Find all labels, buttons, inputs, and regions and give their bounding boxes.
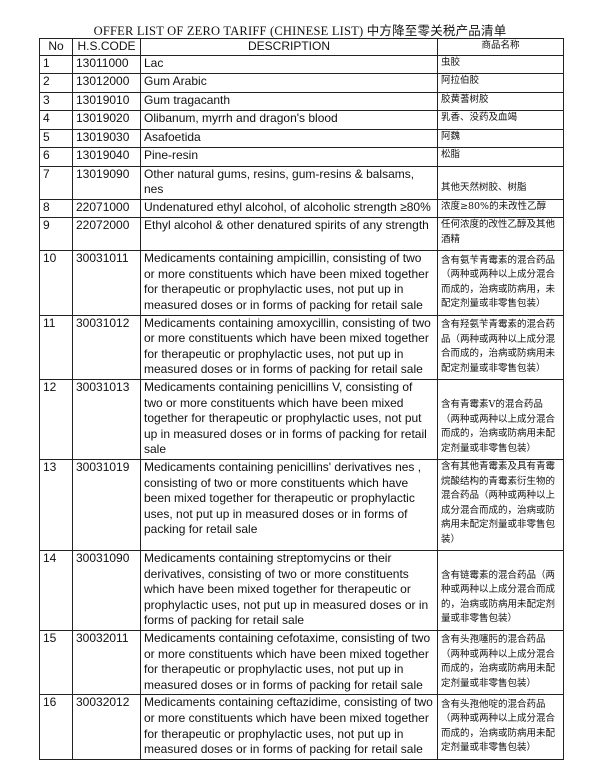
chinese-name: 任何浓度的改性乙醇及其他酒精 [437,217,564,252]
description: Lac [140,54,438,75]
hs-code: 13012000 [72,73,141,93]
description: Ethyl alcohol & other denatured spirits … [140,217,438,252]
description: Medicaments containing ampicillin, consi… [140,250,438,316]
table-row: 7 13019090 Other natural gums, resins, gum… [39,165,564,200]
table-row: 14 30031090 Medicaments containing strepto… [39,550,564,631]
row-number: 11 [39,314,73,381]
description: Olibanum, myrrh and dragon's blood [140,110,438,130]
chinese-name: 含有青霉素V的混合药品（两种或两种以上成分混合而成的，治病或防病用未配定剂量或非… [437,379,564,460]
chinese-name: 含有头孢他啶的混合药品（两种或两种以上成分混合而成的，治病或防病用未配定剂量或非… [437,694,564,760]
page: Offer list {"header":{"title":"OFFER LIS… [39,24,564,760]
hs-code: 13011000 [72,54,141,75]
hs-code: 30031013 [72,379,141,460]
hs-code: 13019020 [72,110,141,130]
table-row: 1 13011000 Lac 虫胶 [39,54,564,75]
row-number: 6 [39,147,73,167]
row-number: 2 [39,73,73,93]
table-row: 2 13012000 Gum Arabic 阿拉伯胶 [39,73,564,93]
hs-code: 30031019 [72,459,141,551]
table-row: 9 22072000 Ethyl alcohol & other denatured… [39,217,564,252]
row-number: 15 [39,629,73,696]
hs-code: 13019090 [72,165,141,200]
row-number: 5 [39,128,73,149]
table-row: 10 30031011 Medicaments containing ampicil… [39,250,564,316]
hs-code: 30032011 [72,629,141,696]
chinese-name: 阿拉伯胶 [437,73,564,93]
description: Medicaments containing amoxycillin, cons… [140,314,438,381]
hs-code: 30031090 [72,550,141,631]
table-row: 5 13019030 Asafoetida 阿魏 [39,128,564,149]
table-row: 16 30032012 Medicaments containing ceftazi… [39,694,564,760]
hs-code: 13019040 [72,147,141,167]
chinese-name: 浓度≥80%的未改性乙醇 [437,198,564,219]
row-number: 7 [39,165,73,200]
chinese-name: 含有氨苄青霉素的混合药品（两种或两种以上成分混合而成的，治病或防病用，未配定剂量… [437,250,564,316]
description: Pine-resin [140,147,438,167]
table-row: 6 13019040 Pine-resin 松脂 [39,147,564,167]
chinese-name: 胶黄蓍树胶 [437,91,564,112]
table-row: 8 22071000 Undenatured ethyl alcohol, of a… [39,198,564,219]
row-number: 4 [39,110,73,130]
column-header: No [39,38,73,56]
table-row: 15 30032011 Medicaments containing cefotax… [39,629,564,696]
hs-code: 13019010 [72,91,141,112]
row-number: 16 [39,694,73,760]
row-number: 13 [39,459,73,551]
description: Medicaments containing cefotaxime, consi… [140,629,438,696]
hs-code: 22071000 [72,198,141,219]
description: Medicaments containing penicillins' deri… [140,459,438,551]
row-number: 8 [39,198,73,219]
hs-code: 30031011 [72,250,141,316]
chinese-name: 松脂 [437,147,564,167]
table-row: 4 13019020 Olibanum, myrrh and dragon's bl… [39,110,564,130]
column-header: H.S.CODE [72,38,141,56]
table-row: 3 13019010 Gum tragacanth 胶黄蓍树胶 [39,91,564,112]
row-number: 3 [39,91,73,112]
chinese-name: 虫胶 [437,54,564,75]
description: Gum Arabic [140,73,438,93]
description: Other natural gums, resins, gum-resins &… [140,165,438,200]
description: Medicaments containing streptomycins or … [140,550,438,631]
column-header: DESCRIPTION [140,38,438,56]
description: Medicaments containing penicillins V, co… [140,379,438,460]
column-header: 商品名称 [437,38,564,56]
hs-code: 30031012 [72,314,141,381]
header-row: No H.S.CODE DESCRIPTION 商品名称 [39,38,564,56]
row-number: 10 [39,250,73,316]
tariff-table: No H.S.CODE DESCRIPTION 商品名称 1 13011000 Lac 虫胶… [39,38,564,760]
row-number: 14 [39,550,73,631]
description: Asafoetida [140,128,438,149]
description: Undenatured ethyl alcohol, of alcoholic … [140,198,438,219]
hs-code: 13019030 [72,128,141,149]
chinese-name: 其他天然树胶、树脂 [437,165,564,200]
hs-code: 30032012 [72,694,141,760]
hs-code: 22072000 [72,217,141,252]
table-row: 12 30031013 Medicaments containing penicil… [39,379,564,460]
chinese-name: 含有其他青霉素及具有青霉烷酸结构的青霉素衍生物的混合药品（两种或两种以上成分混合… [437,459,564,551]
chinese-name: 乳香、没药及血竭 [437,110,564,130]
table-row: 13 30031019 Medicaments containing penicil… [39,459,564,551]
table-row: 11 30031012 Medicaments containing amoxyci… [39,314,564,381]
chinese-name: 含有羟氨苄青霉素的混合药品（两种或两种以上成分混合而成的，治病或防病用未配定剂量… [437,314,564,381]
row-number: 9 [39,217,73,252]
title: OFFER LIST OF ZERO TARIFF (CHINESE LIST)… [93,24,507,38]
chinese-name: 含有头孢噻肟的混合药品（两种或两种以上成分混合而成的，治病或防病用未配定剂量或非… [437,629,564,696]
row-number: 1 [39,54,73,75]
chinese-name: 含有链霉素的混合药品（两种或两种以上成分混合而成的，治病或防病用未配定剂量或非零… [437,550,564,631]
description: Gum tragacanth [140,91,438,112]
description: Medicaments containing ceftazidime, cons… [140,694,438,760]
page-body: OFFER LIST OF ZERO TARIFF (CHINESE LIST)… [39,24,564,760]
chinese-name: 阿魏 [437,128,564,149]
row-number: 12 [39,379,73,460]
